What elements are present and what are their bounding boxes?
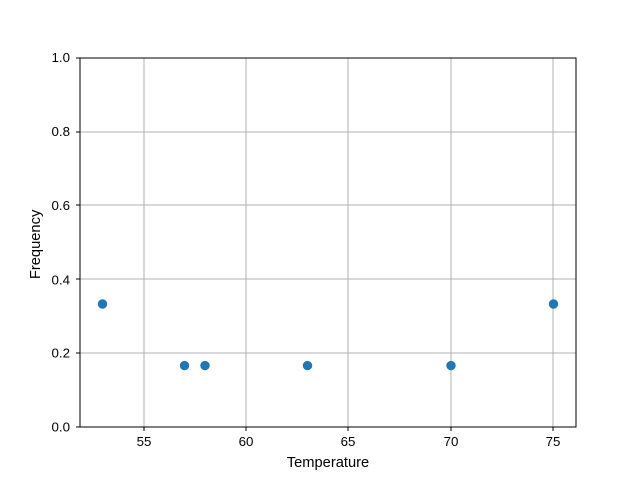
svg-text:75: 75 xyxy=(546,434,561,449)
svg-text:0.8: 0.8 xyxy=(52,124,71,139)
svg-text:0.6: 0.6 xyxy=(52,198,71,213)
svg-text:1.0: 1.0 xyxy=(52,50,71,65)
svg-text:60: 60 xyxy=(239,434,254,449)
svg-text:0.0: 0.0 xyxy=(52,420,71,435)
svg-text:0.2: 0.2 xyxy=(52,346,71,361)
svg-text:Temperature: Temperature xyxy=(287,455,369,471)
svg-text:55: 55 xyxy=(137,434,152,449)
svg-text:65: 65 xyxy=(341,434,356,449)
svg-text:0.4: 0.4 xyxy=(52,272,71,287)
svg-text:70: 70 xyxy=(444,434,459,449)
svg-text:Frequency: Frequency xyxy=(28,209,44,279)
